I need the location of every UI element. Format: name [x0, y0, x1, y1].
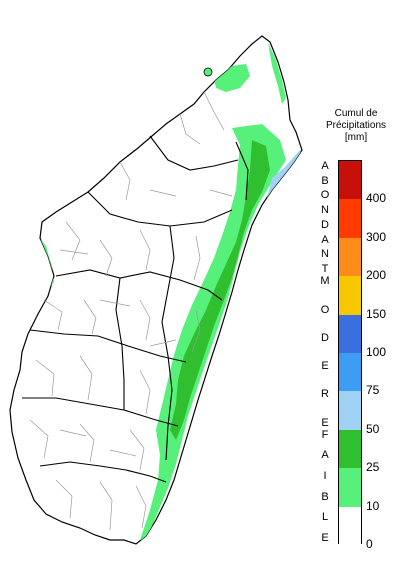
region-borders [22, 135, 249, 483]
legend-category-letter: N [321, 204, 329, 217]
legend-category-letter: T [321, 263, 329, 276]
legend-category-letter: N [321, 248, 329, 261]
legend-category-letter: I [323, 470, 327, 483]
legend-tick-label: 200 [366, 268, 387, 283]
legend-color-scale [338, 160, 362, 545]
legend-category-letter: E [321, 416, 329, 429]
legend-tick-label: 300 [366, 229, 387, 244]
legend-tick-label: 10 [366, 498, 380, 513]
legend-tick-label: 50 [366, 421, 380, 436]
legend-category-letter: B [321, 174, 329, 187]
legend-swatch [339, 353, 361, 392]
legend-tick-label: 150 [366, 306, 387, 321]
legend-category-letter: E [321, 532, 329, 544]
legend-title: Cumul de Précipitations [mm] [312, 108, 400, 144]
legend-category-letter: A [321, 449, 329, 462]
rain-zone-10-25-northtip [268, 42, 286, 104]
rain-zone-10-25-north [214, 64, 250, 92]
legend-tick-label: 75 [366, 383, 380, 398]
legend-swatch [339, 276, 361, 315]
legend-category-letter: A [321, 233, 329, 246]
legend-tick-label: 25 [366, 460, 380, 475]
legend-category-letter: O [320, 303, 330, 316]
legend-tick-label: 0 [366, 537, 373, 551]
legend-category-letter: M [320, 275, 330, 288]
legend-category-letter: L [321, 511, 329, 524]
legend-swatch [339, 468, 361, 507]
legend-category-letter: O [320, 189, 330, 202]
legend-category-letter: R [321, 388, 329, 401]
legend-category-letter: D [321, 218, 329, 231]
legend-category-letter: E [321, 360, 329, 373]
legend-swatch [339, 237, 361, 277]
legend-title-line-3: [mm] [344, 132, 368, 143]
legend-tick-label: 400 [366, 191, 387, 206]
district-borders [29, 91, 233, 531]
madagascar-rainfall-map [9, 35, 303, 545]
legend-swatch [339, 314, 361, 353]
legend-swatch [339, 506, 361, 545]
legend-title-line-2: Précipitations [325, 120, 387, 131]
islet-nosy-be [203, 67, 213, 77]
legend-swatch [339, 161, 361, 200]
island-outline [9, 35, 303, 545]
legend-category-letter: F [321, 428, 329, 441]
legend-category-letter: A [321, 160, 329, 172]
legend-tick-label: 100 [366, 345, 387, 359]
legend-category-letter: D [321, 331, 329, 344]
legend-category-letter: B [321, 490, 329, 503]
legend-swatch [339, 199, 361, 238]
legend-title-line-1: Cumul de [334, 108, 378, 119]
rain-zone-25-50-east [170, 140, 270, 440]
legend-swatch [339, 391, 361, 430]
legend-swatch [339, 429, 361, 469]
